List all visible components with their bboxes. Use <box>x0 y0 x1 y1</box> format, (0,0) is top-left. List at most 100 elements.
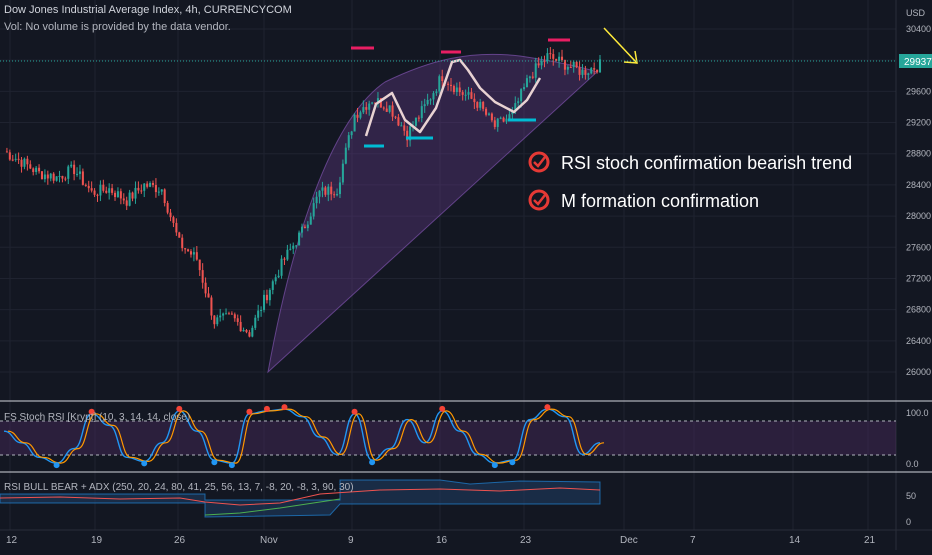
candle-body <box>254 317 257 328</box>
candle-body <box>552 54 555 59</box>
candle-body <box>233 314 236 319</box>
candle-body <box>403 125 406 131</box>
candle-body <box>131 192 134 199</box>
candle-body <box>64 178 67 180</box>
rsi-tick-50: 50 <box>906 491 916 501</box>
candle-body <box>476 102 479 108</box>
candle-body <box>455 87 458 93</box>
candle-body <box>73 164 76 175</box>
candle-body <box>128 192 131 206</box>
candle-body <box>406 130 409 141</box>
candle-body <box>113 192 117 198</box>
candle-body <box>321 187 324 191</box>
candle-body <box>537 63 540 66</box>
oversold-dot <box>141 460 148 467</box>
price-tick-label: 28800 <box>906 149 931 159</box>
candle-body <box>5 151 8 153</box>
arrow-head <box>623 50 638 64</box>
candle-body <box>227 313 230 315</box>
candle-body <box>558 56 561 61</box>
candle-body <box>96 194 99 196</box>
candle-body <box>514 103 517 112</box>
candle-body <box>563 60 566 70</box>
candle-body <box>482 101 485 109</box>
candle-body <box>344 147 347 164</box>
candle-body <box>116 191 119 198</box>
candle-body <box>14 158 17 160</box>
price-tick-label: 29200 <box>906 118 931 128</box>
oversold-dot <box>509 459 516 466</box>
annotation-text: M formation confirmation <box>561 191 759 211</box>
candle-body <box>289 248 292 250</box>
candle-body <box>99 184 102 196</box>
time-tick-label: 7 <box>690 535 696 546</box>
rsi-bear-line <box>204 498 341 516</box>
candle-body <box>543 60 546 62</box>
annotation-text: RSI stoch confirmation bearish trend <box>561 153 852 173</box>
candle-body <box>81 171 84 185</box>
candle-body <box>172 217 175 223</box>
candle-body <box>470 92 473 99</box>
time-tick-label: 26 <box>174 535 186 546</box>
oversold-dot <box>491 462 498 469</box>
candle-body <box>376 98 379 104</box>
candle-body <box>327 186 330 195</box>
candle-body <box>338 182 342 195</box>
candle-body <box>303 226 306 229</box>
candle-body <box>23 158 26 167</box>
candle-body <box>29 164 32 169</box>
candle-body <box>251 327 254 337</box>
stoch-band <box>0 421 896 455</box>
candle-body <box>8 152 11 160</box>
candle-body <box>371 102 374 104</box>
candle-body <box>566 67 569 70</box>
candle-body <box>260 309 263 311</box>
stoch-tick-0: 0.0 <box>906 459 919 469</box>
price-tick-label: 26800 <box>906 305 931 315</box>
candle-body <box>137 187 140 191</box>
candle-body <box>151 182 155 185</box>
candle-body <box>239 321 242 332</box>
candle-body <box>17 158 20 160</box>
candle-body <box>70 164 73 167</box>
candle-body <box>230 313 233 315</box>
candle-body <box>210 297 213 316</box>
last-price-label: 29937 <box>904 57 932 68</box>
candle-body <box>441 76 444 81</box>
time-tick-label: 16 <box>436 535 448 546</box>
candle-body <box>534 63 537 78</box>
candle-body <box>312 203 315 217</box>
down-arrow-icon <box>603 27 637 63</box>
candle-body <box>473 98 476 103</box>
candle-body <box>195 252 198 260</box>
candle-body <box>490 113 493 121</box>
candle-body <box>505 118 508 122</box>
candle-body <box>43 174 46 180</box>
candle-body <box>523 87 526 90</box>
candle-body <box>160 189 163 192</box>
overbought-dot <box>263 405 270 412</box>
candle-body <box>356 114 359 118</box>
overbought-dot <box>176 405 183 412</box>
candle-body <box>578 67 581 75</box>
candle-body <box>341 163 344 183</box>
candle-body <box>429 99 432 101</box>
oversold-dot <box>211 459 218 466</box>
candle-body <box>517 101 520 104</box>
candle-body <box>572 61 575 68</box>
candle-body <box>216 317 219 325</box>
overbought-dot <box>246 408 253 415</box>
candle-body <box>192 252 195 255</box>
candle-body <box>61 175 64 179</box>
time-tick-label: 21 <box>864 535 876 546</box>
candle-body <box>575 61 578 68</box>
candle-body <box>330 186 333 195</box>
candle-body <box>452 86 455 93</box>
candle-body <box>11 159 14 161</box>
candle-body <box>447 83 450 85</box>
price-tick-label: 30400 <box>906 24 931 34</box>
candle-body <box>268 289 271 301</box>
candle-body <box>394 116 397 118</box>
candle-body <box>169 212 172 218</box>
